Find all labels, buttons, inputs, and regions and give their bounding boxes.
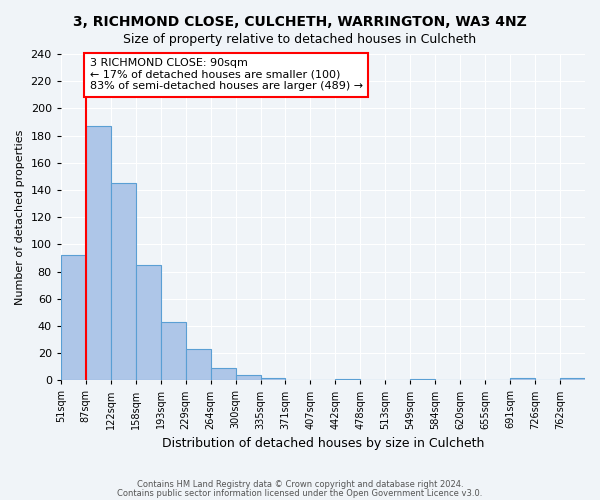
Bar xyxy=(161,322,185,380)
Bar xyxy=(211,368,236,380)
Bar xyxy=(335,379,361,380)
Bar xyxy=(236,375,260,380)
Bar xyxy=(61,255,86,380)
Bar xyxy=(410,379,435,380)
Text: Size of property relative to detached houses in Culcheth: Size of property relative to detached ho… xyxy=(124,32,476,46)
Text: Contains public sector information licensed under the Open Government Licence v3: Contains public sector information licen… xyxy=(118,488,482,498)
Bar xyxy=(185,349,211,380)
Bar xyxy=(86,126,111,380)
Bar xyxy=(136,264,161,380)
Bar xyxy=(560,378,585,380)
Text: 3, RICHMOND CLOSE, CULCHETH, WARRINGTON, WA3 4NZ: 3, RICHMOND CLOSE, CULCHETH, WARRINGTON,… xyxy=(73,15,527,29)
Bar xyxy=(260,378,286,380)
Text: Contains HM Land Registry data © Crown copyright and database right 2024.: Contains HM Land Registry data © Crown c… xyxy=(137,480,463,489)
Bar xyxy=(111,183,136,380)
Bar xyxy=(510,378,535,380)
X-axis label: Distribution of detached houses by size in Culcheth: Distribution of detached houses by size … xyxy=(162,437,484,450)
Y-axis label: Number of detached properties: Number of detached properties xyxy=(15,130,25,305)
Text: 3 RICHMOND CLOSE: 90sqm
← 17% of detached houses are smaller (100)
83% of semi-d: 3 RICHMOND CLOSE: 90sqm ← 17% of detache… xyxy=(89,58,362,92)
